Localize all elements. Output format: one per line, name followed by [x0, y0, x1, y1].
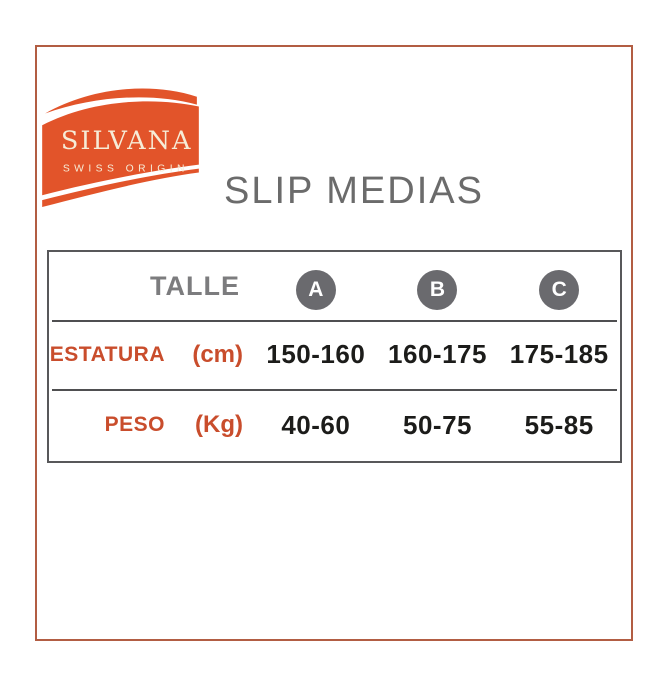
- row-estatura-name: ESTATURA: [49, 342, 165, 366]
- size-badge-c: C: [539, 270, 580, 310]
- logo-top-swoosh: [45, 88, 197, 114]
- value-text: 50-75: [402, 409, 472, 440]
- logo-banner: [42, 101, 199, 196]
- row-estatura-label: ESTATURA (cm): [49, 320, 255, 389]
- estatura-value-c: 175-185: [498, 320, 620, 389]
- value-text: 150-160: [266, 339, 366, 369]
- brand-tagline: SWISS ORIGIN: [63, 164, 189, 175]
- row-peso-name: PESO: [104, 413, 165, 436]
- table-divider: [52, 389, 617, 391]
- row-estatura-unit: (cm): [192, 340, 243, 368]
- size-column-a: A: [255, 252, 377, 320]
- row-peso-unit: (Kg): [195, 411, 243, 438]
- size-column-c: C: [498, 252, 620, 320]
- row-peso-label: PESO (Kg): [49, 389, 255, 461]
- value-text: 55-85: [524, 409, 594, 440]
- size-column-b: B: [377, 252, 499, 320]
- page-title: SLIP MEDIAS: [224, 170, 484, 212]
- size-table: TALLE A B C ESTATURA (cm) 150-160 160-17…: [47, 250, 622, 463]
- value-text: 40-60: [281, 409, 351, 440]
- value-text: 160-175: [388, 339, 487, 369]
- table-header-label: TALLE: [150, 270, 240, 301]
- brand-logo: SILVANA SWISS ORIGIN: [42, 88, 199, 208]
- brand-name: SILVANA: [61, 126, 193, 156]
- size-badge-a: A: [295, 270, 336, 310]
- logo-bottom-swoosh: [42, 168, 199, 208]
- size-badge-b: B: [417, 270, 458, 310]
- peso-value-b: 50-75: [377, 389, 499, 461]
- peso-value-c: 55-85: [498, 389, 620, 461]
- table-header-cell: TALLE: [49, 252, 255, 320]
- estatura-value-b: 160-175: [377, 320, 499, 389]
- table-divider: [52, 320, 617, 322]
- estatura-value-a: 150-160: [255, 320, 377, 389]
- value-text: 175-185: [509, 339, 609, 369]
- peso-value-a: 40-60: [255, 389, 377, 461]
